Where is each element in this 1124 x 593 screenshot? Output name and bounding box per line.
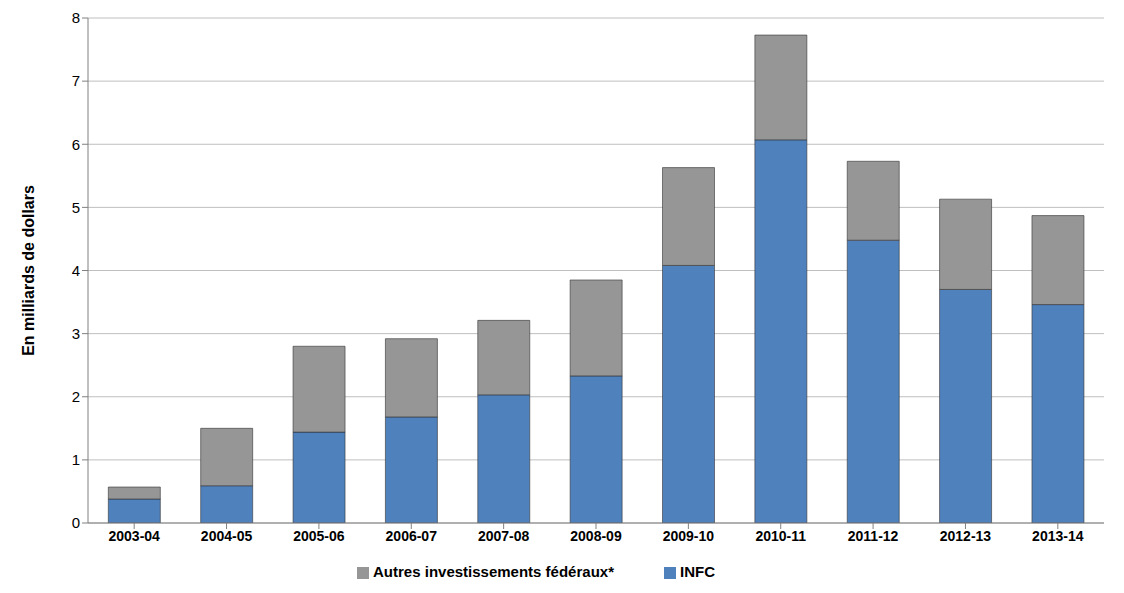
svg-text:2012-13: 2012-13: [940, 528, 992, 544]
svg-text:2010-11: 2010-11: [755, 528, 806, 544]
svg-text:7: 7: [72, 72, 80, 89]
svg-text:0: 0: [72, 514, 80, 531]
svg-text:2003-04: 2003-04: [108, 528, 160, 544]
svg-text:En milliards de dollars: En milliards de dollars: [20, 185, 37, 356]
svg-text:6: 6: [72, 136, 80, 153]
svg-text:2009-10: 2009-10: [663, 528, 715, 544]
svg-text:2004-05: 2004-05: [201, 528, 253, 544]
svg-text:2011-12: 2011-12: [848, 528, 899, 544]
svg-text:8: 8: [72, 9, 80, 26]
svg-text:2013-14: 2013-14: [1032, 528, 1084, 544]
svg-text:2008-09: 2008-09: [570, 528, 622, 544]
svg-text:4: 4: [72, 262, 80, 279]
html-text:INFC: INFC: [680, 563, 715, 580]
svg-text:2005-06: 2005-06: [293, 528, 345, 544]
svg-text:2006-07: 2006-07: [386, 528, 438, 544]
svg-text:5: 5: [72, 199, 80, 216]
svg-text:2007-08: 2007-08: [478, 528, 530, 544]
svg-text:3: 3: [72, 325, 80, 342]
svg-text:1: 1: [72, 451, 80, 468]
svg-text:2: 2: [72, 388, 80, 405]
html-text:Autres investissements fédérau: Autres investissements fédéraux*: [373, 563, 614, 580]
